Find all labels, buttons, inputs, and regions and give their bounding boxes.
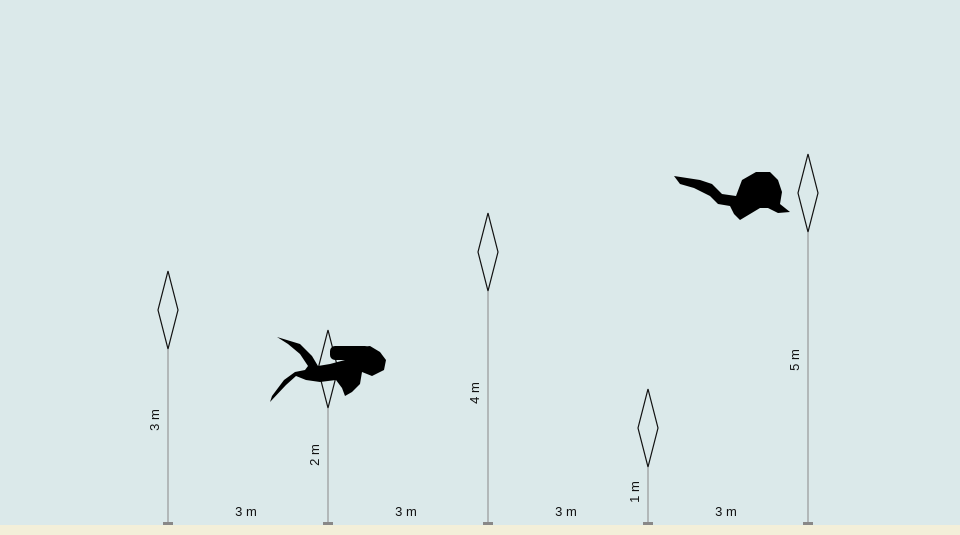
marker-buoy: 3 m: [147, 270, 179, 525]
marker-diamond: [637, 388, 659, 468]
scuba-diver-icon: [270, 337, 386, 402]
height-label: 4 m: [467, 382, 482, 404]
height-label: 3 m: [147, 409, 162, 431]
marker-anchor: [483, 522, 493, 525]
spacing-label: 3 m: [235, 504, 257, 519]
scuba-diver-icon: [674, 172, 790, 220]
spacing-label: 3 m: [555, 504, 577, 519]
height-label: 1 m: [627, 481, 642, 503]
height-label: 2 m: [307, 444, 322, 466]
marker-buoy: 1 m: [627, 388, 659, 525]
marker-diamond: [157, 270, 179, 350]
marker-anchor: [803, 522, 813, 525]
marker-anchor: [643, 522, 653, 525]
marker-diamond: [797, 153, 819, 233]
marker-anchor: [323, 522, 333, 525]
spacing-label: 3 m: [715, 504, 737, 519]
marker-buoy: 4 m: [467, 212, 499, 525]
seabed: [0, 525, 960, 535]
height-label: 5 m: [787, 349, 802, 371]
marker-buoy: 5 m: [787, 153, 819, 525]
marker-anchor: [163, 522, 173, 525]
marker-diamond: [477, 212, 499, 292]
spacing-label: 3 m: [395, 504, 417, 519]
